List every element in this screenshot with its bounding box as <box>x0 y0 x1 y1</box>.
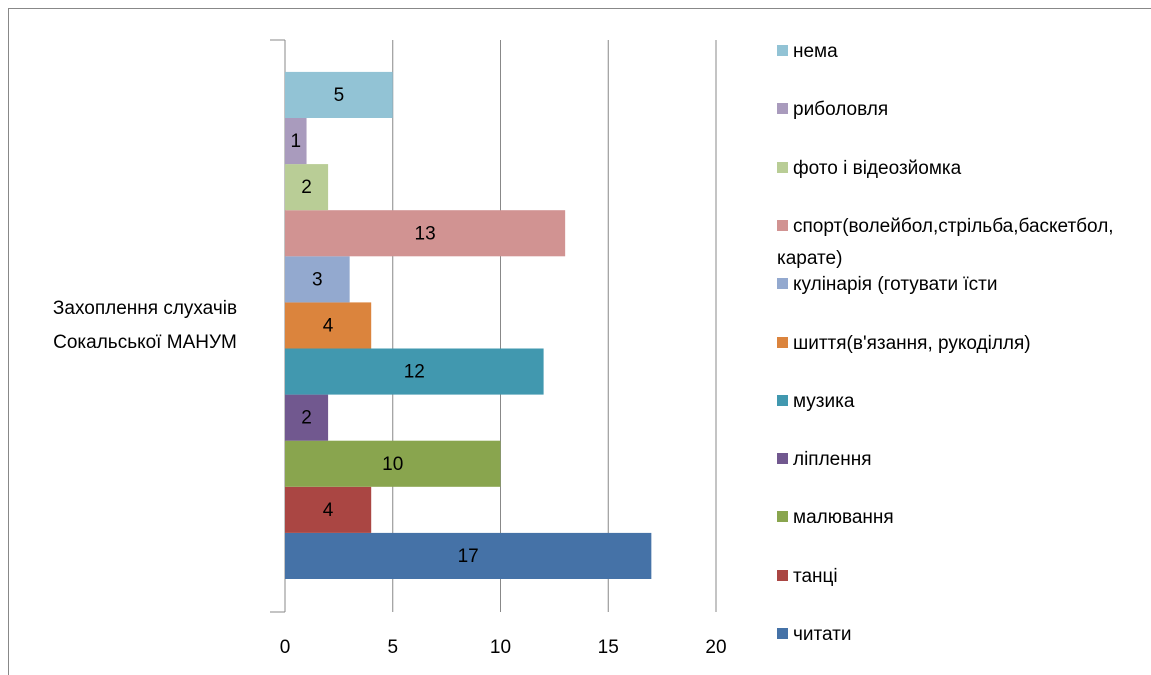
legend-item: спорт(волейбол,стрільба,баскетбол, карат… <box>777 211 1122 275</box>
bar <box>285 164 329 211</box>
legend-item: танці <box>777 561 1122 593</box>
data-label: 5 <box>334 85 345 106</box>
legend-item: ліплення <box>777 444 1122 476</box>
legend-item: шиття(в'язання, рукоділля) <box>777 328 1122 360</box>
legend-swatch <box>777 569 788 581</box>
legend-item: фото і відеозйомка <box>777 153 1122 185</box>
legend-label: шиття(в'язання, рукоділля) <box>793 332 1031 354</box>
data-label: 2 <box>301 408 312 429</box>
legend-swatch <box>777 628 788 639</box>
data-label: 4 <box>323 500 334 521</box>
chart-border <box>8 8 1151 675</box>
legend-label: риболовля <box>793 99 889 121</box>
bar <box>285 532 652 579</box>
legend-swatch <box>777 103 788 115</box>
legend-swatch <box>777 394 788 406</box>
data-label: 4 <box>323 315 334 336</box>
bar <box>285 256 350 303</box>
x-tick-label: 10 <box>490 637 511 658</box>
bar <box>285 118 307 165</box>
legend-swatch <box>777 219 788 231</box>
legend-label: танці <box>793 565 838 587</box>
x-tick-label: 0 <box>280 637 291 658</box>
data-label: 3 <box>312 269 323 290</box>
bar <box>285 394 329 441</box>
legend-label: малювання <box>793 507 894 529</box>
legend-swatch <box>777 45 788 56</box>
legend-swatch <box>777 336 788 348</box>
bar <box>285 71 393 118</box>
legend-swatch <box>777 161 788 173</box>
data-label: 12 <box>404 362 425 383</box>
legend-label: спорт(волейбол,стрільба,баскетбол, карат… <box>777 215 1114 269</box>
legend-item: малювання <box>777 502 1122 534</box>
legend-label: ліплення <box>793 449 872 471</box>
legend-label: читати <box>793 624 852 645</box>
bar <box>285 486 372 533</box>
bar <box>285 210 566 257</box>
data-label: 1 <box>290 131 301 152</box>
data-label: 17 <box>458 546 479 567</box>
legend-swatch <box>777 453 788 465</box>
legend-label: музика <box>793 390 855 412</box>
legend-item: читати <box>777 619 1122 651</box>
legend-item: музика <box>777 386 1122 418</box>
legend-swatch <box>777 278 788 290</box>
legend-item: риболовля <box>777 94 1122 126</box>
legend-swatch <box>777 511 788 523</box>
legend-label: нема <box>793 41 838 62</box>
bar <box>285 348 544 395</box>
category-label: Захоплення слухачів Сокальської МАНУМ <box>52 298 238 353</box>
x-tick-label: 15 <box>598 637 619 658</box>
legend-item: кулінарія (готувати їсти <box>777 269 1122 301</box>
data-label: 10 <box>382 454 403 475</box>
data-label: 2 <box>301 177 312 198</box>
x-tick-label: 20 <box>705 637 726 658</box>
legend-label: кулінарія (готувати їсти <box>793 274 998 296</box>
bar <box>285 302 372 349</box>
x-tick-label: 5 <box>387 637 398 658</box>
bar <box>285 440 501 487</box>
legend-label: фото і відеозйомка <box>793 157 962 179</box>
data-label: 13 <box>415 223 436 244</box>
legend-item: нема <box>777 36 1122 68</box>
